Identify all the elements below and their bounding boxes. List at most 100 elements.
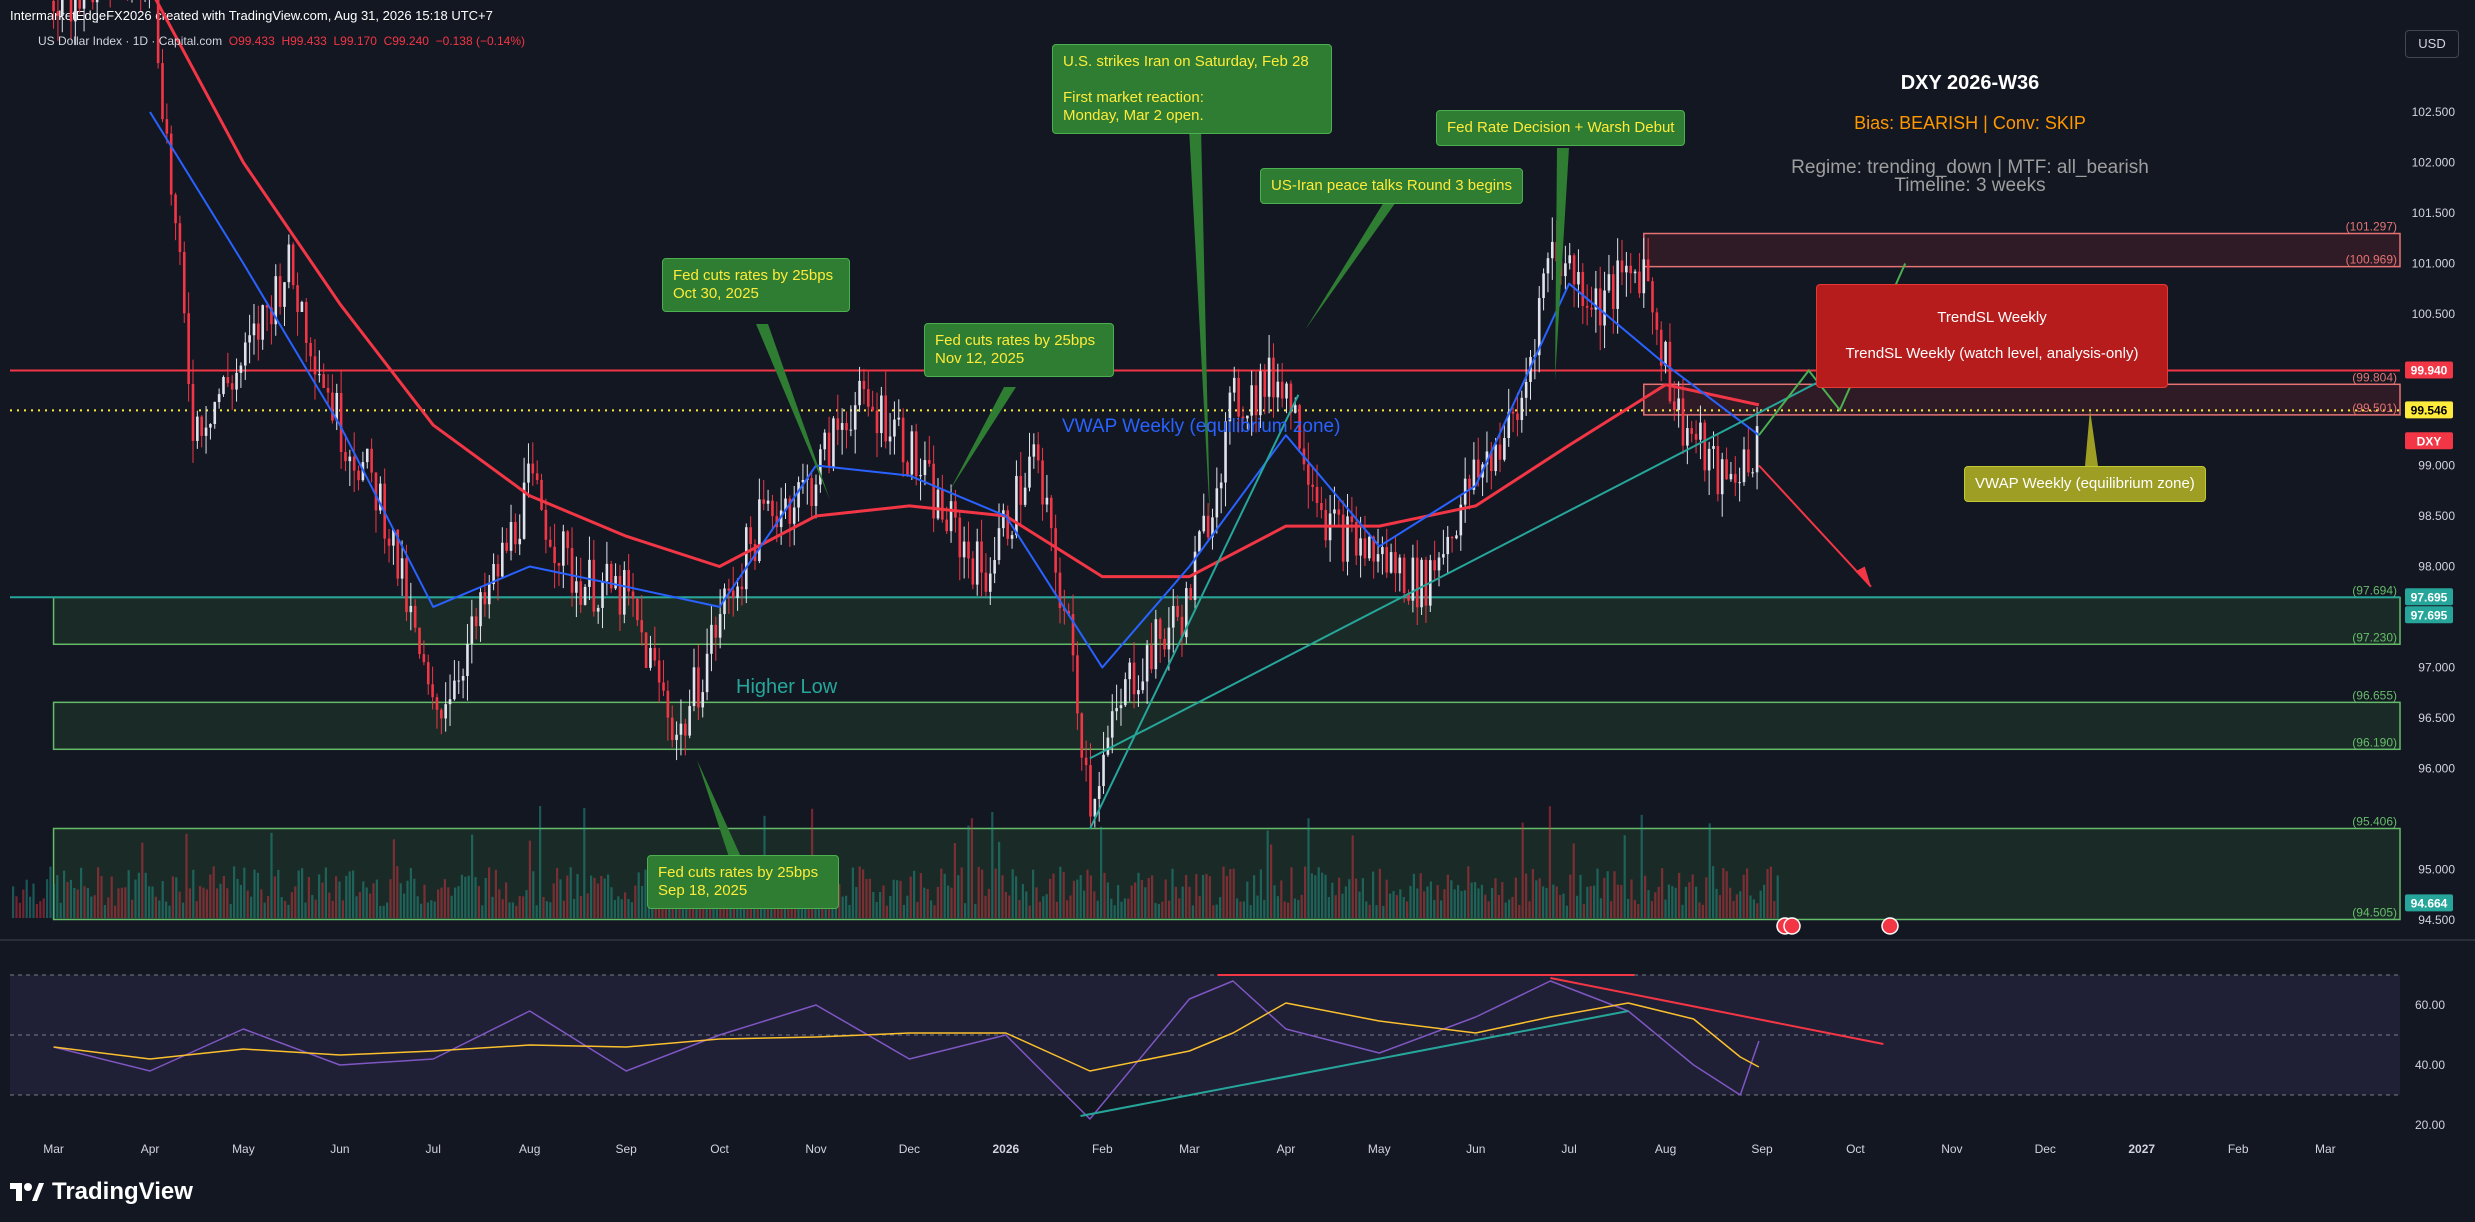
volume-bar xyxy=(1069,895,1072,918)
candle xyxy=(1646,259,1650,282)
volume-bar xyxy=(117,888,120,918)
candle xyxy=(1198,531,1201,552)
time-label: Dec xyxy=(899,1142,920,1156)
level-label: (94.505) xyxy=(2352,905,2397,919)
volume-bar xyxy=(569,867,572,918)
volume-bar xyxy=(1582,904,1585,918)
candle xyxy=(270,307,273,325)
volume-bar xyxy=(1300,894,1303,918)
volume-bar xyxy=(1406,901,1409,918)
volume-bar xyxy=(168,905,171,918)
candle xyxy=(1215,488,1219,518)
volume-bar xyxy=(1055,901,1058,918)
candle xyxy=(814,484,818,507)
volume-bar xyxy=(284,900,287,918)
volume-bar xyxy=(549,902,552,918)
volume-bar xyxy=(12,886,15,918)
volume-bar xyxy=(1317,867,1320,918)
volume-bar xyxy=(851,867,854,918)
header-bar: IntermarketEdgeFX2026 created with Tradi… xyxy=(0,0,2475,30)
candle xyxy=(553,546,556,564)
volume-bar xyxy=(18,902,21,918)
candle xyxy=(182,251,186,314)
footer: TradingView xyxy=(0,1170,2475,1222)
volume-bar xyxy=(913,870,916,918)
volume-bar xyxy=(1773,900,1776,918)
volume-bar xyxy=(875,901,878,918)
volume-bar xyxy=(1419,873,1422,918)
candle xyxy=(326,387,330,393)
volume-bar xyxy=(216,888,219,918)
candle xyxy=(1185,588,1188,638)
volume-bar xyxy=(505,882,508,918)
volume-bar xyxy=(1474,882,1477,918)
volume-bar xyxy=(110,876,113,918)
volume-bar xyxy=(1392,891,1395,918)
volume-bar xyxy=(596,883,599,918)
candle xyxy=(1076,655,1079,714)
volume-bar xyxy=(1701,904,1704,918)
time-label: Sep xyxy=(1751,1142,1773,1156)
volume-bar xyxy=(610,887,613,918)
candle xyxy=(840,423,844,430)
volume-bar xyxy=(250,896,253,918)
volume-bar xyxy=(488,867,491,918)
candle xyxy=(1237,377,1240,417)
volume-bar xyxy=(443,879,446,918)
rsi-trendline-up xyxy=(1080,1010,1629,1117)
currency-button[interactable]: USD xyxy=(2405,30,2459,58)
candle xyxy=(91,0,95,3)
volume-bar xyxy=(35,903,38,918)
candle xyxy=(278,276,282,307)
candle xyxy=(1145,645,1149,682)
volume-bar xyxy=(1715,888,1718,918)
candle xyxy=(636,598,639,621)
candle xyxy=(1681,398,1685,446)
candle xyxy=(204,427,208,436)
volume-bar xyxy=(773,900,776,918)
level-label: (101.297) xyxy=(2346,220,2397,234)
symbol-name[interactable]: US Dollar Index · 1D · Capital.com xyxy=(38,34,223,48)
tradingview-logo[interactable]: TradingView xyxy=(10,1178,193,1206)
candle xyxy=(832,418,835,468)
candle xyxy=(448,699,452,705)
ohlc-close: C99.240 xyxy=(383,34,429,48)
volume-bar xyxy=(1460,890,1463,918)
volume-bar xyxy=(1501,882,1504,918)
time-label: Nov xyxy=(1941,1142,1962,1156)
candle xyxy=(365,448,369,463)
candle xyxy=(470,616,474,644)
volume-bar xyxy=(447,887,450,918)
candle xyxy=(1398,557,1402,574)
candle xyxy=(60,0,64,16)
volume-bar xyxy=(576,874,579,918)
pointer-peace-talks xyxy=(1305,202,1396,330)
volume-bar xyxy=(1555,886,1558,918)
candle xyxy=(209,424,212,428)
volume-bar xyxy=(165,901,168,918)
candle xyxy=(1132,662,1136,695)
candle xyxy=(1385,547,1389,573)
candle xyxy=(313,356,317,375)
volume-bar xyxy=(1266,830,1269,918)
volume-bar xyxy=(1385,879,1388,918)
time-label: 2026 xyxy=(992,1142,1019,1156)
volume-bar xyxy=(943,873,946,918)
volume-bar xyxy=(290,892,293,918)
note-fed-warsh: Fed Rate Decision + Warsh Debut xyxy=(1436,110,1686,146)
volume-bar xyxy=(1630,879,1633,918)
time-label: Aug xyxy=(519,1142,540,1156)
volume-bar xyxy=(613,900,616,918)
candle xyxy=(1058,572,1062,608)
volume-bar xyxy=(1324,874,1327,918)
candle xyxy=(1080,713,1084,758)
volume-bar xyxy=(460,874,463,918)
level-label: (96.655) xyxy=(2352,688,2397,702)
volume-bar xyxy=(573,898,576,918)
candle xyxy=(1202,515,1206,532)
candle xyxy=(1520,397,1524,421)
level-label: (99.804) xyxy=(2352,370,2397,384)
rsi-tick: 60.00 xyxy=(2415,998,2445,1012)
candle xyxy=(1686,428,1689,446)
